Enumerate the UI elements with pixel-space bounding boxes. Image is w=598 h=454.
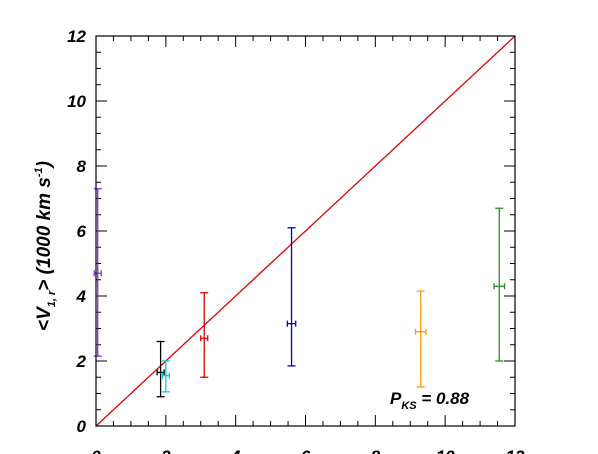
y-tick-label: 8 xyxy=(77,157,87,176)
data-point xyxy=(156,340,165,398)
y-tick-label: 4 xyxy=(76,287,87,306)
labels-layer: 0 2 4 6 8 10 12 0 2 4 6 8 10 12 xyxy=(67,27,525,454)
x-tick-label: 6 xyxy=(301,447,311,454)
x-tick-label: 12 xyxy=(506,447,525,454)
y-tick-label: 12 xyxy=(67,27,86,46)
data-point xyxy=(414,290,427,388)
data-point xyxy=(493,207,506,362)
ticks-layer xyxy=(95,35,516,427)
plot-frame xyxy=(95,35,516,427)
data-point xyxy=(161,360,170,393)
y-tick-label: 2 xyxy=(76,352,87,371)
x-tick-label: 2 xyxy=(160,447,171,454)
data-point xyxy=(286,227,297,367)
marks-layer xyxy=(93,35,516,427)
y-tick-label: 10 xyxy=(67,92,86,111)
data-point xyxy=(200,292,209,378)
x-tick-label: 8 xyxy=(371,447,381,454)
ks-annotation: PKS = 0.88 xyxy=(390,389,470,412)
x-tick-label: 0 xyxy=(91,447,101,454)
reference-line xyxy=(95,35,516,427)
x-tick-label: 4 xyxy=(230,447,241,454)
data-point xyxy=(93,188,102,357)
y-tick-label: 6 xyxy=(77,222,87,241)
x-tick-label: 10 xyxy=(436,447,455,454)
y-tick-label: 0 xyxy=(77,417,87,436)
y-axis-label: <V1, r> (1000 km s-1) xyxy=(33,161,58,331)
